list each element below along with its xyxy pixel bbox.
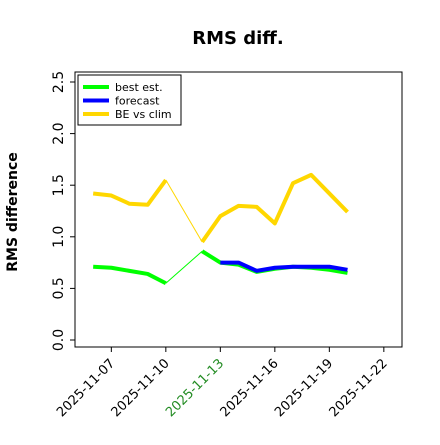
series-line-be-vs-clim [92, 178, 168, 207]
series-line-be-vs-clim [200, 172, 349, 244]
x-tick-label: 2025-11-22 [327, 356, 391, 420]
chart-title: RMS diff. [192, 28, 283, 49]
y-tick-label: 0.5 [51, 277, 67, 299]
series-gap-connector [165, 179, 203, 243]
y-tick-label: 2.0 [51, 122, 67, 144]
y-tick-label: 1.0 [51, 226, 67, 248]
y-axis-label: RMS difference [5, 152, 21, 272]
series-gap-connector [165, 250, 203, 284]
legend-label: BE vs clim [115, 108, 172, 121]
y-tick-label: 1.5 [51, 174, 67, 196]
legend-label: best est. [115, 81, 163, 94]
y-tick-label: 2.5 [51, 71, 67, 93]
y-tick-label: 0.0 [51, 329, 67, 351]
legend-label: forecast [115, 95, 160, 108]
series-line-best-est- [93, 264, 167, 286]
series-line-forecast [220, 260, 348, 273]
plot-frame [74, 71, 403, 348]
